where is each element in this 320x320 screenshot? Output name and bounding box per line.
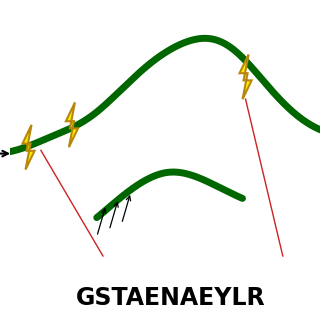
Polygon shape (240, 54, 252, 99)
Polygon shape (22, 125, 35, 170)
Text: GSTAENAEYLR: GSTAENAEYLR (76, 286, 266, 310)
Polygon shape (66, 102, 78, 147)
